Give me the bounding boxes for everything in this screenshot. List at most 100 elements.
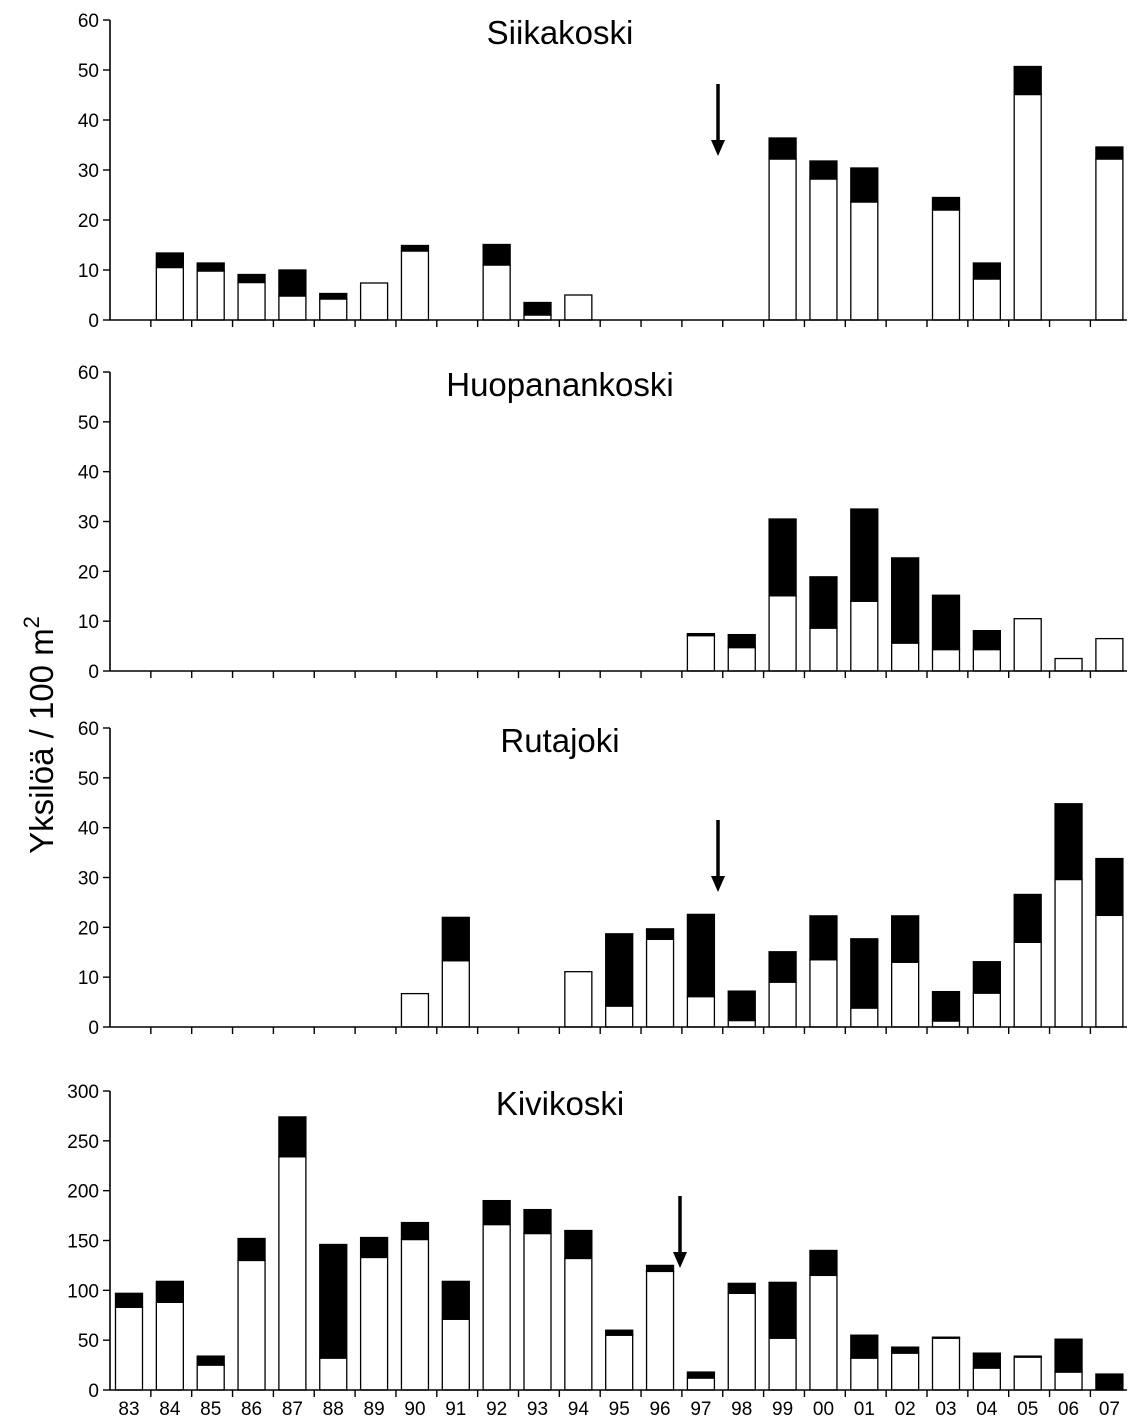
x-tick-label: 01 xyxy=(854,1399,875,1418)
bar-upper-segment xyxy=(972,961,1001,994)
bar-lower-segment xyxy=(564,971,593,1028)
bar-upper-segment xyxy=(727,1282,756,1294)
bar-lower-segment xyxy=(850,1007,879,1028)
bar-lower-segment xyxy=(237,1259,266,1391)
bar-lower-segment xyxy=(278,295,307,321)
bar-lower-segment xyxy=(482,1223,511,1391)
bar-upper-segment xyxy=(850,508,879,602)
bar-upper-segment xyxy=(891,557,920,644)
bar-lower-segment xyxy=(564,1257,593,1391)
y-tick-label: 10 xyxy=(78,261,99,282)
y-tick-label: 30 xyxy=(78,869,99,890)
bar-lower-segment xyxy=(891,961,920,1028)
y-tick-label: 0 xyxy=(88,662,99,683)
y-tick-label: 50 xyxy=(78,61,99,82)
y-tick-label: 40 xyxy=(78,463,99,484)
bar-lower-segment xyxy=(972,992,1001,1028)
bar-upper-segment xyxy=(686,913,716,998)
x-tick-label: 91 xyxy=(445,1399,466,1418)
y-tick-label: 40 xyxy=(78,819,99,840)
bar-upper-segment xyxy=(809,915,838,961)
y-axis-title-superscript: 2 xyxy=(19,616,44,628)
y-tick-label: 50 xyxy=(78,769,99,790)
bar-lower-segment xyxy=(1095,637,1124,672)
bar-lower-segment xyxy=(809,959,838,1028)
bar-lower-segment xyxy=(564,294,593,321)
bar-lower-segment xyxy=(359,282,389,321)
bar-upper-segment xyxy=(1095,1373,1124,1391)
bar-lower-segment xyxy=(1054,1371,1083,1391)
bar-lower-segment xyxy=(850,1357,879,1391)
bar-upper-segment xyxy=(319,292,348,300)
bar-upper-segment xyxy=(237,273,266,284)
x-tick-label: 90 xyxy=(404,1399,425,1418)
bar-upper-segment xyxy=(850,167,879,203)
bar-upper-segment xyxy=(605,933,634,1007)
x-tick-label: 96 xyxy=(649,1399,670,1418)
bar-lower-segment xyxy=(931,1337,961,1391)
panel-title: Huopanankoski xyxy=(446,366,674,403)
bar-lower-segment xyxy=(1054,657,1083,672)
bar-lower-segment xyxy=(809,1274,838,1391)
bar-lower-segment xyxy=(768,981,797,1028)
chart-panel-2: Rutajoki 0 10 20 30 40 50 60 xyxy=(78,719,1127,1039)
y-tick-label: 10 xyxy=(78,968,99,989)
bar-lower-segment xyxy=(400,1238,430,1391)
chart-panel-0: Siikakoski 0 10 20 30 40 50 60 xyxy=(78,11,1127,332)
bar-upper-segment xyxy=(768,137,797,160)
bar-lower-segment xyxy=(768,1337,797,1391)
bar-upper-segment xyxy=(931,196,961,211)
bar-upper-segment xyxy=(196,262,225,272)
x-tick-label: 99 xyxy=(772,1399,793,1418)
bar-upper-segment xyxy=(891,1346,920,1354)
y-tick-label: 20 xyxy=(78,918,99,939)
x-tick-label: 89 xyxy=(364,1399,385,1418)
bar-upper-segment xyxy=(972,629,1001,651)
bar-lower-segment xyxy=(972,1367,1001,1391)
bar-lower-segment xyxy=(319,298,348,321)
bar-upper-segment xyxy=(1095,146,1124,160)
bar-lower-segment xyxy=(645,938,675,1028)
bar-upper-segment xyxy=(605,1329,634,1336)
event-arrowhead xyxy=(673,1252,687,1268)
bar-upper-segment xyxy=(809,160,838,180)
x-tick-label: 94 xyxy=(568,1399,590,1418)
bar-lower-segment xyxy=(850,201,879,321)
x-tick-label: 87 xyxy=(282,1399,303,1418)
bar-lower-segment xyxy=(1095,158,1124,321)
panel-title: Rutajoki xyxy=(500,722,619,759)
bar-upper-segment xyxy=(1095,857,1124,917)
bar-lower-segment xyxy=(686,995,716,1028)
y-tick-label: 250 xyxy=(67,1132,99,1153)
y-tick-label: 30 xyxy=(78,161,99,182)
bar-upper-segment xyxy=(1054,1338,1083,1373)
x-tick-label: 95 xyxy=(609,1399,630,1418)
bar-upper-segment xyxy=(850,938,879,1009)
bar-lower-segment xyxy=(809,627,838,672)
bar-lower-segment xyxy=(196,1364,225,1391)
bar-lower-segment xyxy=(1054,878,1083,1028)
bar-upper-segment xyxy=(686,1371,716,1379)
y-tick-label: 30 xyxy=(78,513,99,534)
bar-upper-segment xyxy=(441,916,470,962)
bar-upper-segment xyxy=(809,576,838,629)
bar-upper-segment xyxy=(972,1352,1001,1369)
bar-lower-segment xyxy=(400,992,430,1028)
bar-upper-segment xyxy=(523,1208,552,1235)
y-tick-label: 50 xyxy=(78,1331,99,1352)
bar-lower-segment xyxy=(1095,914,1124,1028)
bar-upper-segment xyxy=(891,915,920,963)
x-tick-label: 83 xyxy=(118,1399,139,1418)
y-tick-label: 0 xyxy=(88,311,99,332)
bar-lower-segment xyxy=(727,646,756,672)
bar-lower-segment xyxy=(155,1301,185,1391)
bar-upper-segment xyxy=(850,1334,879,1359)
bar-lower-segment xyxy=(400,250,430,321)
x-tick-label: 00 xyxy=(813,1399,834,1418)
bar-upper-segment xyxy=(564,1229,593,1260)
bar-upper-segment xyxy=(278,1116,307,1158)
y-tick-label: 0 xyxy=(88,1381,99,1402)
bar-lower-segment xyxy=(605,1005,634,1028)
bar-upper-segment xyxy=(768,518,797,597)
